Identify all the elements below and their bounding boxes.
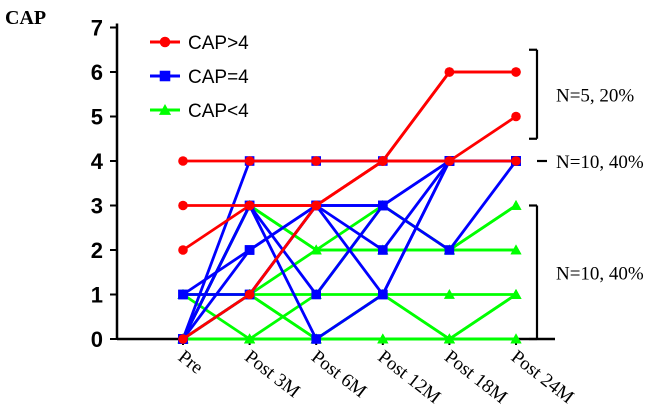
y-tick-label: 3 bbox=[91, 194, 103, 219]
data-point bbox=[443, 289, 455, 299]
data-point bbox=[511, 111, 521, 122]
data-point bbox=[311, 200, 322, 211]
legend-marker bbox=[159, 36, 171, 48]
legend-label: CAP>4 bbox=[188, 33, 249, 54]
data-point bbox=[510, 200, 522, 210]
legend-item: CAP>4 bbox=[150, 33, 249, 54]
data-point bbox=[244, 200, 255, 211]
data-point bbox=[378, 245, 388, 255]
y-tick-label: 0 bbox=[91, 327, 103, 352]
data-point bbox=[244, 333, 256, 344]
legend-label: CAP<4 bbox=[188, 101, 249, 122]
series-line-15 bbox=[177, 244, 522, 299]
data-point bbox=[244, 289, 255, 300]
data-point bbox=[311, 289, 321, 300]
data-point bbox=[510, 333, 522, 344]
data-point bbox=[444, 245, 455, 255]
data-point bbox=[444, 67, 455, 77]
x-tick-label: Post 18M bbox=[440, 346, 511, 408]
annotation-bracket: N=10, 40% bbox=[537, 152, 644, 173]
annotation-label: N=10, 40% bbox=[556, 152, 644, 173]
legend-marker bbox=[159, 70, 171, 82]
data-point bbox=[178, 156, 188, 166]
data-point bbox=[511, 156, 521, 166]
data-point bbox=[378, 156, 388, 166]
data-point bbox=[311, 156, 322, 166]
data-point bbox=[510, 289, 522, 299]
data-point bbox=[378, 200, 388, 211]
y-tick-label: 5 bbox=[91, 105, 103, 130]
y-tick-label: 4 bbox=[91, 149, 104, 174]
data-point bbox=[311, 334, 321, 344]
legend-marker bbox=[158, 103, 172, 115]
legend-item: CAP<4 bbox=[150, 101, 249, 122]
annotation-bracket: N=10, 40% bbox=[529, 204, 644, 341]
legend-label: CAP=4 bbox=[188, 67, 249, 88]
annotation-label: N=5, 20% bbox=[556, 85, 634, 106]
data-point bbox=[244, 245, 255, 255]
data-point bbox=[377, 333, 389, 344]
data-point bbox=[443, 333, 455, 344]
data-point bbox=[178, 334, 188, 344]
data-point bbox=[244, 156, 255, 166]
data-point bbox=[178, 200, 188, 211]
y-axis-title: CAP bbox=[5, 7, 46, 29]
y-tick-label: 6 bbox=[91, 60, 103, 85]
x-tick-label: Pre bbox=[174, 346, 207, 378]
series-line-1 bbox=[178, 111, 521, 166]
series-path bbox=[183, 115, 517, 163]
annotation-label: N=10, 40% bbox=[556, 263, 644, 284]
x-tick-label: Post 3M bbox=[241, 346, 304, 402]
data-point bbox=[444, 156, 455, 166]
data-point bbox=[178, 289, 188, 300]
y-tick-label: 1 bbox=[91, 283, 103, 308]
data-point bbox=[511, 67, 521, 77]
data-point bbox=[378, 289, 388, 300]
legend-item: CAP=4 bbox=[150, 67, 249, 88]
annotation-bracket: N=5, 20% bbox=[529, 48, 634, 140]
x-tick-label: Post 6M bbox=[307, 346, 370, 402]
x-tick-label: Post 24M bbox=[507, 346, 578, 408]
data-point bbox=[510, 244, 522, 255]
y-tick-label: 7 bbox=[91, 16, 103, 41]
series-line-4 bbox=[178, 67, 521, 344]
y-tick-label: 2 bbox=[91, 238, 103, 263]
data-point bbox=[178, 245, 188, 255]
data-point bbox=[310, 244, 322, 255]
series-path bbox=[182, 70, 516, 341]
x-tick-label: Post 12M bbox=[374, 346, 445, 408]
